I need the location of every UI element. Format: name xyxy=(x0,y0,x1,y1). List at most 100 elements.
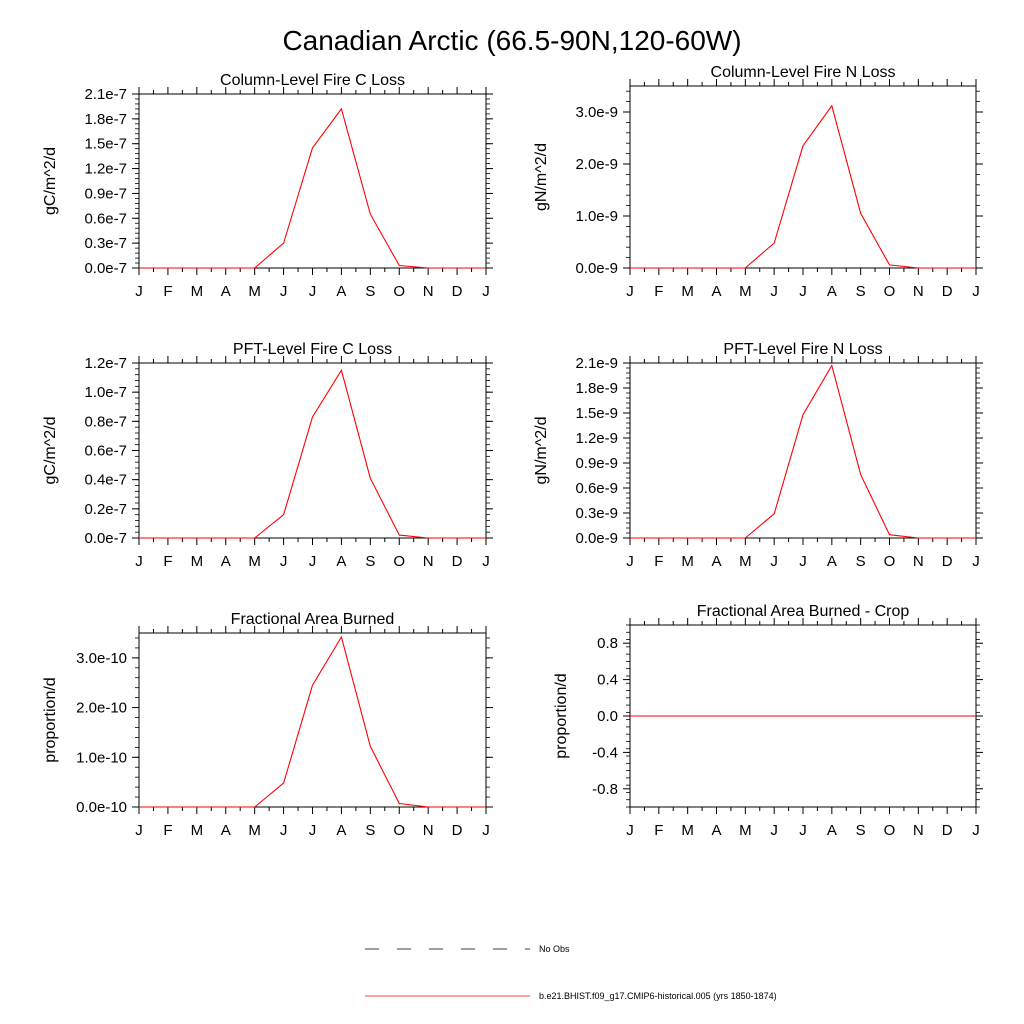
x-tick-label: N xyxy=(913,822,924,839)
x-tick-label: J xyxy=(280,283,288,300)
x-tick-label: N xyxy=(913,283,924,300)
x-tick-label: O xyxy=(884,822,896,839)
y-tick-label: 0.0e-9 xyxy=(575,260,618,277)
x-tick-label: D xyxy=(452,283,463,300)
y-tick-label: 1.2e-7 xyxy=(84,161,127,178)
y-axis-label: gC/m^2/d xyxy=(42,147,59,215)
x-tick-label: J xyxy=(626,283,634,300)
panel-title: PFT-Level Fire N Loss xyxy=(723,341,882,358)
x-tick-label: N xyxy=(913,553,924,570)
x-tick-label: S xyxy=(365,553,375,570)
chart-panel: J F M A M J J A S O N D J0.0e-70.3e-70.6e-70.9e-71.2… xyxy=(42,72,493,300)
legend-label-no-obs: No Obs xyxy=(539,944,570,954)
y-tick-label: 1.8e-9 xyxy=(575,380,618,397)
x-tick-label: S xyxy=(856,553,866,570)
y-axis-label: gN/m^2/d xyxy=(533,417,550,485)
plot-frame xyxy=(138,362,487,539)
x-tick-label: M xyxy=(681,553,694,570)
x-tick-label: O xyxy=(884,283,896,300)
y-tick-label: 1.0e-9 xyxy=(575,208,618,225)
chart-panels: J F M A M J J A S O N D J0.0e-70.3e-70.6e-70.9e-71.2… xyxy=(42,64,983,839)
y-axis-label: proportion/d xyxy=(553,673,570,758)
x-tick-label: O xyxy=(393,822,405,839)
plot-frame xyxy=(629,85,977,269)
x-tick-label: D xyxy=(452,553,463,570)
x-tick-label: M xyxy=(191,822,204,839)
x-tick-label: A xyxy=(711,822,721,839)
y-tick-label: 0.8 xyxy=(597,635,618,652)
panel-title: Column-Level Fire C Loss xyxy=(220,72,405,89)
y-tick-label: 1.5e-9 xyxy=(575,405,618,422)
y-tick-label: 3.0e-9 xyxy=(575,104,618,121)
x-tick-label: M xyxy=(739,822,752,839)
series-line xyxy=(139,107,486,269)
plot-frame xyxy=(138,93,487,269)
y-tick-label: 2.1e-7 xyxy=(84,86,127,103)
x-tick-label: M xyxy=(739,283,752,300)
y-tick-label: 1.0e-10 xyxy=(76,749,127,766)
x-tick-label: J xyxy=(799,553,807,570)
chart-panel: J F M A M J J A S O N D J0.0e-90.3e-90.6e-90.9e-91.2… xyxy=(533,341,983,570)
y-tick-label: 0.8e-7 xyxy=(84,413,127,430)
x-tick-label: O xyxy=(393,283,405,300)
x-tick-label: J xyxy=(972,283,980,300)
y-tick-label: 1.8e-7 xyxy=(84,111,127,128)
y-tick-label: 0.4e-7 xyxy=(84,472,127,489)
y-axis-label: gC/m^2/d xyxy=(42,417,59,485)
x-tick-label: J xyxy=(626,553,634,570)
y-tick-label: 0.6e-7 xyxy=(84,443,127,460)
y-tick-label: 1.5e-7 xyxy=(84,136,127,153)
x-tick-label: F xyxy=(654,283,663,300)
x-tick-label: J xyxy=(482,553,490,570)
y-tick-label: 0.9e-9 xyxy=(575,455,618,472)
x-tick-label: D xyxy=(942,553,953,570)
chart-panel: J F M A M J J A S O N D J0.0e-70.2e-70.4e-70.6e-70.8… xyxy=(42,341,493,570)
legend-label-model: b.e21.BHIST.f09_g17.CMIP6-historical.005… xyxy=(539,991,777,1001)
x-tick-label: J xyxy=(482,283,490,300)
x-tick-label: N xyxy=(423,822,434,839)
y-tick-label: 0.9e-7 xyxy=(84,185,127,202)
x-tick-label: M xyxy=(248,283,261,300)
x-tick-label: F xyxy=(654,553,663,570)
y-tick-label: 0.3e-9 xyxy=(575,505,618,522)
series-line xyxy=(139,635,486,808)
x-tick-label: J xyxy=(309,822,317,839)
x-tick-label: A xyxy=(336,283,346,300)
x-tick-label: J xyxy=(482,822,490,839)
x-tick-label: J xyxy=(972,553,980,570)
x-tick-label: A xyxy=(827,822,837,839)
x-tick-label: A xyxy=(711,283,721,300)
chart-panel: J F M A M J J A S O N D J0.0e-91.0e-92.0e-93.0e-9Col… xyxy=(533,64,983,300)
legend-item-model: b.e21.BHIST.f09_g17.CMIP6-historical.005… xyxy=(365,991,777,1001)
x-tick-label: D xyxy=(942,822,953,839)
x-tick-label: S xyxy=(365,822,375,839)
y-tick-label: 2.0e-10 xyxy=(76,700,127,717)
x-tick-label: M xyxy=(248,822,261,839)
y-tick-label: 2.0e-9 xyxy=(575,156,618,173)
x-tick-label: J xyxy=(135,283,143,300)
x-tick-label: J xyxy=(280,822,288,839)
x-tick-label: D xyxy=(942,283,953,300)
series-line xyxy=(630,104,976,269)
x-tick-label: J xyxy=(135,822,143,839)
x-tick-label: J xyxy=(135,553,143,570)
legend: No Obs b.e21.BHIST.f09_g17.CMIP6-histori… xyxy=(365,944,777,1001)
panel-title: Column-Level Fire N Loss xyxy=(711,64,896,81)
y-tick-label: 0.2e-7 xyxy=(84,501,127,518)
x-tick-label: M xyxy=(681,822,694,839)
y-tick-label: 1.2e-9 xyxy=(575,430,618,447)
x-tick-label: J xyxy=(770,553,778,570)
x-tick-label: J xyxy=(770,283,778,300)
y-tick-label: 0.0e-7 xyxy=(84,530,127,547)
x-tick-label: M xyxy=(739,553,752,570)
y-tick-label: 0.0e-10 xyxy=(76,799,127,816)
x-tick-label: M xyxy=(191,283,204,300)
x-tick-label: O xyxy=(884,553,896,570)
panel-title: PFT-Level Fire C Loss xyxy=(233,341,392,358)
y-tick-label: 3.0e-10 xyxy=(76,650,127,667)
y-axis-label: proportion/d xyxy=(42,677,59,762)
y-tick-label: 0.0 xyxy=(597,708,618,725)
x-tick-label: A xyxy=(221,283,231,300)
x-tick-label: A xyxy=(827,553,837,570)
